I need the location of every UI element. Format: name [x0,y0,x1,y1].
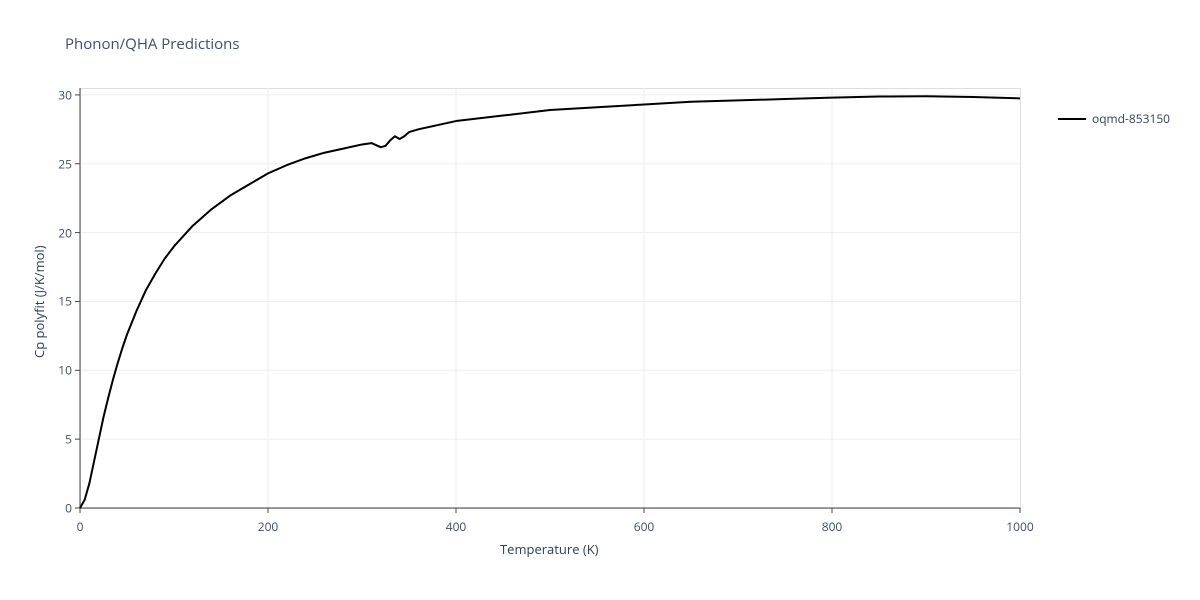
y-tick-label: 20 [52,224,72,241]
x-axis-label: Temperature (K) [500,540,599,558]
y-axis-label: Cp polyfit (J/K/mol) [30,245,48,358]
y-tick-label: 30 [52,86,72,103]
x-tick-label: 1000 [1006,518,1033,535]
legend-swatch [1058,118,1086,120]
x-tick-label: 400 [446,518,467,535]
x-tick-label: 600 [634,518,655,535]
x-tick-label: 800 [822,518,843,535]
y-tick-label: 10 [52,362,72,379]
x-tick-label: 0 [77,518,84,535]
x-tick-label: 200 [258,518,279,535]
y-tick-label: 0 [52,500,72,517]
y-tick-label: 5 [52,431,72,448]
legend-label: oqmd-853150 [1092,110,1170,127]
legend: oqmd-853150 [1058,110,1170,127]
chart-svg [80,88,1022,510]
chart-container: { "chart": { "type": "line", "title": "P… [0,0,1200,600]
chart-title: Phonon/QHA Predictions [65,34,240,54]
y-tick-label: 15 [52,293,72,310]
y-tick-label: 25 [52,155,72,172]
